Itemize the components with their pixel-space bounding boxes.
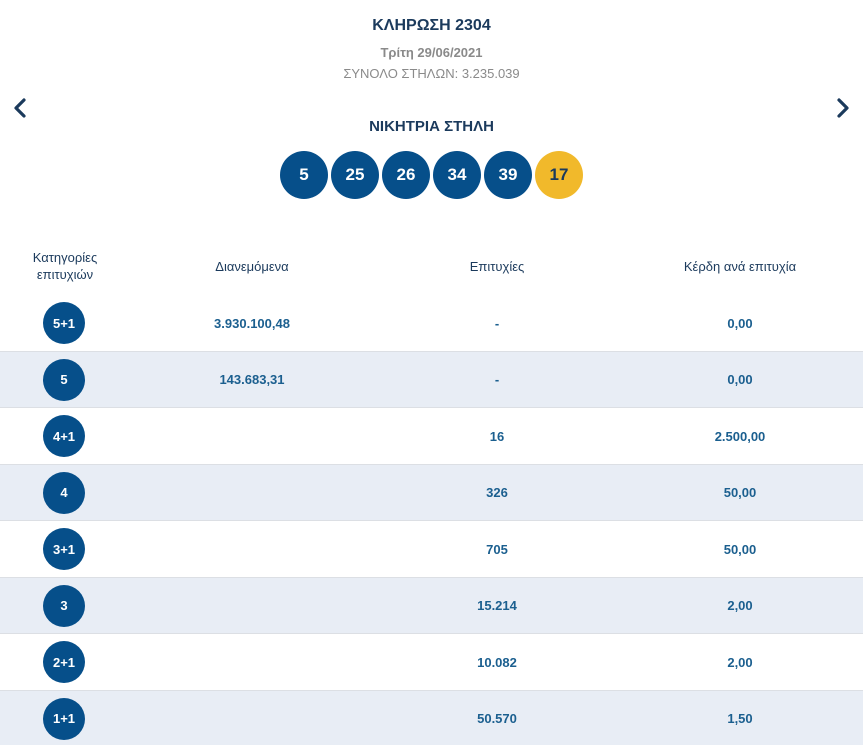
winners-value: 16	[489, 428, 505, 444]
number-ball: 39	[484, 151, 532, 199]
table-row: 4 326 50,00	[0, 464, 863, 521]
distributed-value	[152, 521, 352, 577]
table-row: 5 143.683,31 - 0,00	[0, 351, 863, 408]
category-badge: 3+1	[43, 528, 85, 570]
category-badge: 4	[43, 471, 85, 514]
category-badge: 4+1	[43, 415, 85, 457]
header-distributed: Διανεμόμενα	[215, 258, 289, 274]
prize-value: 2,00	[727, 598, 753, 613]
category-badge: 5+1	[43, 302, 85, 344]
distributed-value	[152, 634, 352, 690]
distributed-value	[152, 465, 352, 521]
draw-title: ΚΛΗΡΩΣΗ 2304	[372, 17, 491, 34]
prize-value: 0,00	[727, 315, 753, 331]
table-row: 3 15.214 2,00	[0, 577, 863, 634]
table-row: 3+1 705 50,00	[0, 521, 863, 578]
table-header: Κατηγορίες επιτυχιών Διανεμόμενα Επιτυχί…	[0, 237, 863, 295]
winning-column-label: ΝΙΚΗΤΡΙΑ ΣΤΗΛΗ	[369, 118, 494, 135]
winners-value: 705	[486, 541, 508, 557]
chevron-left-icon	[14, 98, 26, 118]
draw-date: Τρίτη 29/06/2021	[380, 45, 483, 60]
table-row: 1+1 50.570 1,50	[0, 690, 863, 745]
distributed-value	[152, 408, 352, 464]
next-draw-button[interactable]	[833, 96, 853, 120]
prize-value: 2.500,00	[714, 428, 766, 444]
distributed-value: 143.683,31	[219, 372, 285, 387]
winners-value: -	[494, 372, 500, 387]
previous-draw-button[interactable]	[10, 96, 30, 120]
number-ball: 26	[382, 151, 430, 199]
winners-value: 326	[486, 485, 508, 500]
winners-value: 15.214	[477, 598, 517, 613]
number-ball: 25	[331, 151, 379, 199]
winners-value: -	[494, 315, 500, 331]
header-winners: Επιτυχίες	[469, 258, 525, 274]
distributed-value: 3.930.100,48	[214, 315, 290, 331]
winners-value: 50.570	[477, 711, 517, 726]
category-badge: 2+1	[43, 641, 85, 683]
prize-value: 2,00	[727, 654, 753, 670]
total-columns: ΣΥΝΟΛΟ ΣΤΗΛΩΝ: 3.235.039	[343, 66, 520, 81]
category-badge: 1+1	[43, 697, 85, 740]
winning-numbers: 5 25 26 34 39 17	[280, 151, 583, 199]
prize-value: 50,00	[723, 541, 757, 557]
category-badge: 3	[43, 584, 85, 627]
header-prize: Κέρδη ανά επιτυχία	[683, 258, 797, 274]
header-category-line1: Κατηγορίες	[32, 250, 98, 265]
prize-value: 1,50	[727, 711, 753, 726]
category-badge: 5	[43, 358, 85, 401]
joker-ball: 17	[535, 151, 583, 199]
table-row: 2+1 10.082 2,00	[0, 634, 863, 691]
number-ball: 34	[433, 151, 481, 199]
header-category-line2: επιτυχιών	[36, 267, 94, 282]
winners-value: 10.082	[477, 654, 517, 670]
table-row: 4+1 16 2.500,00	[0, 408, 863, 465]
prize-table: Κατηγορίες επιτυχιών Διανεμόμενα Επιτυχί…	[0, 237, 863, 745]
table-row: 5+1 3.930.100,48 - 0,00	[0, 295, 863, 352]
prize-value: 50,00	[723, 485, 757, 500]
header-category: Κατηγορίες επιτυχιών	[0, 237, 130, 295]
distributed-value	[152, 691, 352, 745]
chevron-right-icon	[837, 98, 849, 118]
number-ball: 5	[280, 151, 328, 199]
prize-value: 0,00	[727, 372, 753, 387]
distributed-value	[152, 578, 352, 634]
